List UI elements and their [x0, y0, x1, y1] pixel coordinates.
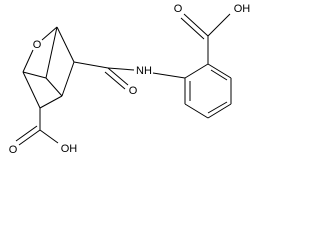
- bond: [107, 67, 135, 71]
- atom-label: O: [33, 39, 42, 51]
- bond: [73, 61, 109, 69]
- bond: [22, 71, 47, 79]
- bond: [152, 72, 186, 79]
- bond: [207, 13, 231, 37]
- bond: [183, 13, 209, 37]
- atom-label: O: [129, 85, 138, 97]
- bond: [107, 67, 129, 86]
- bond: [207, 63, 232, 79]
- bond: [45, 26, 58, 79]
- bond: [15, 125, 38, 142]
- bond: [210, 69, 228, 81]
- bond: [184, 103, 209, 119]
- atom-label: NH: [136, 65, 152, 77]
- bond: [22, 49, 34, 73]
- bond: [45, 77, 63, 97]
- bonds: [15, 13, 232, 146]
- bond: [104, 71, 126, 90]
- page: O O OH O NH O OH (() => { const data = J…: [8, 2, 251, 156]
- bond: [180, 17, 205, 40]
- bond: [61, 61, 75, 97]
- structure-diagram: O O OH O NH O OH: [9, 3, 251, 156]
- atom-label: OH: [61, 143, 78, 155]
- bond: [39, 129, 59, 144]
- atom-label: O: [174, 3, 183, 15]
- bond: [184, 63, 209, 79]
- bond: [56, 26, 75, 63]
- bond: [207, 101, 228, 114]
- bond: [41, 26, 58, 41]
- atom-label: O: [9, 144, 18, 156]
- atom-label: OH: [234, 3, 251, 15]
- bond: [207, 103, 232, 119]
- bond: [39, 95, 63, 109]
- bond: [22, 71, 41, 109]
- bond: [18, 129, 41, 146]
